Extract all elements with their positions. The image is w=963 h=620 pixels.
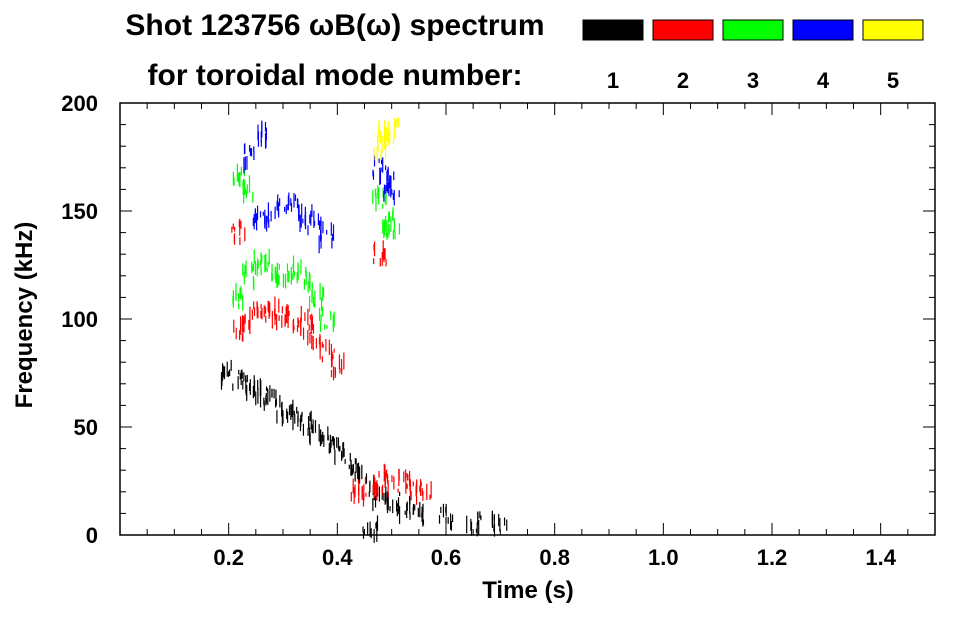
mode-4-series bbox=[243, 120, 400, 254]
mode-3-point bbox=[308, 282, 325, 313]
legend-label-mode-5: 5 bbox=[887, 68, 899, 93]
mode-3-point bbox=[383, 216, 401, 240]
mode-4-point bbox=[298, 204, 313, 233]
axis-ticks bbox=[120, 103, 935, 535]
mode-2-point bbox=[242, 302, 259, 335]
x-tick-label: 0.2 bbox=[213, 545, 244, 570]
mode-1-point bbox=[341, 442, 357, 476]
mode-2-point bbox=[296, 308, 313, 340]
mode-2-point bbox=[373, 240, 387, 267]
mode-1-point bbox=[466, 511, 482, 537]
mode-5-point bbox=[373, 134, 390, 162]
legend-swatch-mode-4 bbox=[792, 19, 854, 41]
mode-3-point bbox=[287, 255, 302, 285]
legend-swatch-mode-3 bbox=[722, 19, 784, 41]
mode-2-point bbox=[233, 315, 245, 342]
legend-label-mode-2: 2 bbox=[677, 68, 689, 93]
legend-swatch-mode-1 bbox=[582, 19, 644, 41]
legend-label-mode-3: 3 bbox=[747, 68, 759, 93]
y-tick-label: 150 bbox=[61, 199, 98, 224]
mode-4-point bbox=[307, 210, 324, 236]
mode-1-point bbox=[351, 462, 363, 484]
x-tick-label: 1.2 bbox=[757, 545, 788, 570]
mode-2-point bbox=[415, 479, 432, 505]
legend-swatch-mode-5 bbox=[862, 19, 924, 41]
legend-label-mode-1: 1 bbox=[607, 68, 619, 93]
mode-1-point bbox=[383, 486, 401, 514]
legend-swatch-mode-2 bbox=[652, 19, 714, 41]
mode-3-point bbox=[296, 264, 311, 293]
mode-1-point bbox=[412, 502, 425, 527]
x-axis-label: Time (s) bbox=[482, 577, 574, 604]
y-tick-label: 100 bbox=[61, 307, 98, 332]
mode-1-series bbox=[220, 359, 508, 543]
y-tick-label: 50 bbox=[74, 415, 98, 440]
mode-1-point bbox=[491, 510, 508, 537]
y-axis-label: Frequency (kHz) bbox=[11, 222, 38, 409]
mode-2-point bbox=[383, 463, 400, 498]
mode-2-point bbox=[330, 352, 345, 381]
mode-3-point bbox=[318, 306, 335, 333]
mode-5-point bbox=[378, 120, 395, 150]
legend-label-mode-4: 4 bbox=[817, 68, 830, 93]
mode-4-point bbox=[243, 143, 255, 174]
x-tick-label: 1.0 bbox=[648, 545, 679, 570]
mode-4-point bbox=[318, 220, 335, 254]
mode-4-point bbox=[257, 120, 267, 149]
mode-1-point bbox=[328, 436, 345, 465]
mode-3-series bbox=[232, 163, 401, 333]
mode-1-point bbox=[307, 419, 324, 446]
axis-tick-labels: 0.2 0.4 0.6 0.8 1.0 1.2 1.4 0 50 100 150 200 bbox=[61, 91, 896, 570]
mode-2-series bbox=[231, 218, 432, 507]
y-tick-label: 0 bbox=[86, 523, 98, 548]
mode-3-point bbox=[252, 248, 270, 276]
mode-1-point bbox=[232, 369, 248, 391]
mode-3-point bbox=[238, 175, 254, 204]
chart-subtitle: for toroidal mode number: bbox=[148, 59, 523, 92]
mode-2-point bbox=[253, 301, 270, 320]
mode-1-point bbox=[396, 495, 411, 524]
mode-5-series bbox=[373, 117, 399, 162]
mode-legend: 1 2 3 4 5 bbox=[582, 19, 924, 93]
mode-1-point bbox=[275, 395, 292, 427]
mode-3-point bbox=[242, 260, 258, 291]
mode-1-point bbox=[297, 410, 312, 436]
mode-1-point bbox=[263, 385, 277, 411]
x-tick-label: 0.8 bbox=[539, 545, 570, 570]
x-tick-label: 0.4 bbox=[322, 545, 353, 570]
mode-1-point bbox=[438, 503, 454, 531]
mode-1-point bbox=[220, 359, 232, 390]
y-tick-label: 200 bbox=[61, 91, 98, 116]
mode-5-point bbox=[384, 117, 399, 144]
x-tick-label: 1.4 bbox=[865, 545, 896, 570]
mode-2-point bbox=[350, 478, 367, 507]
mode-3-point bbox=[232, 282, 244, 311]
x-tick-label: 0.6 bbox=[431, 545, 462, 570]
chart-title: Shot 123756 ωB(ω) spectrum bbox=[125, 9, 544, 42]
mode-1-point bbox=[362, 515, 379, 543]
mode-2-point bbox=[231, 218, 246, 246]
mode-4-point bbox=[383, 176, 400, 206]
mode-3-point bbox=[275, 262, 290, 289]
spectrum-marks bbox=[220, 117, 508, 543]
mode-4-point bbox=[372, 155, 389, 186]
